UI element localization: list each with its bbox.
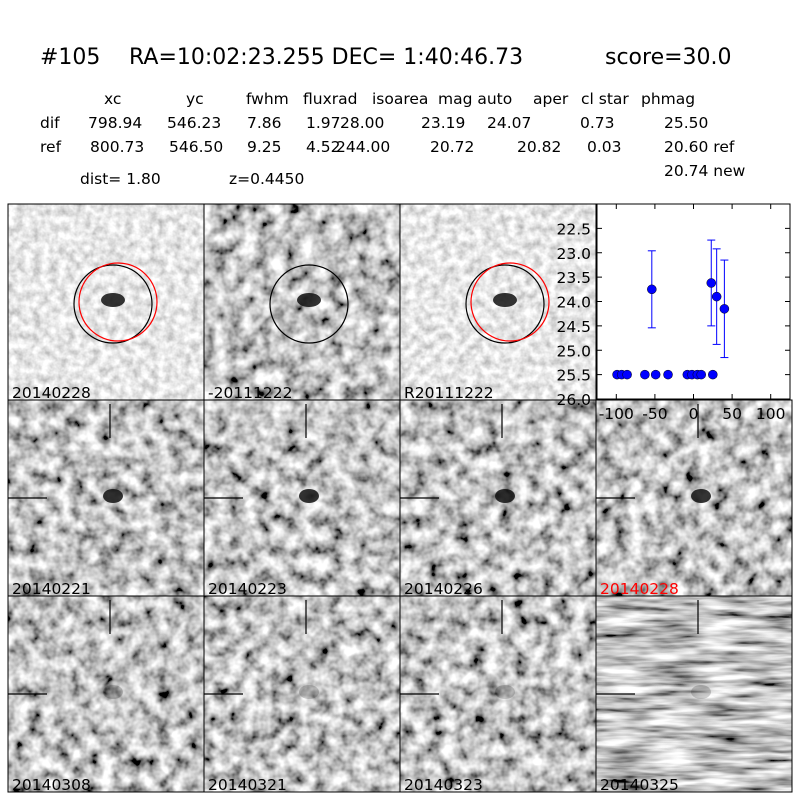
table-cell: 23.19: [421, 114, 465, 132]
source-blob: [691, 685, 711, 699]
point: [640, 369, 650, 380]
point: [719, 304, 730, 314]
x-tick-label: -50: [642, 405, 667, 423]
y-tick-label: 23.5: [556, 269, 591, 287]
aperture: [73, 264, 153, 344]
point: [706, 278, 717, 288]
point: [696, 369, 706, 380]
y-tick-label: 25.0: [556, 342, 591, 360]
column-header: cl star: [581, 90, 629, 108]
panel-label: R20111222: [404, 384, 494, 402]
table-cell: 7.86: [247, 114, 282, 132]
panel-label: 20140223: [208, 580, 287, 598]
table-cell: 0.03: [587, 138, 622, 156]
aperture: [269, 264, 349, 344]
source-blob: [103, 685, 123, 699]
dist: dist= 1.80: [80, 170, 161, 188]
table-cell: 24.07: [487, 114, 531, 132]
point: [647, 284, 657, 295]
table-cell: 9.25: [247, 138, 282, 156]
panel-label: 20140325: [600, 776, 679, 794]
source-blob: [299, 685, 319, 699]
panel-label: -20111222: [208, 384, 293, 402]
y-tick-label: 22.5: [556, 220, 591, 238]
table-cell: 4.52: [306, 138, 341, 156]
panel-label: 20140221: [12, 580, 91, 598]
id: #105: [40, 45, 100, 70]
column-header: yc: [186, 90, 204, 108]
x-tick-label: -100: [599, 405, 634, 423]
point: [622, 369, 632, 380]
source-blob: [691, 489, 711, 503]
point: [650, 369, 661, 380]
panels: 20140228 -20111222 R20111222 20140221 201402…: [7, 203, 793, 794]
table-cell: 244.00: [336, 138, 390, 156]
table-cell: 0.73: [580, 114, 615, 132]
table-cell: 546.23: [167, 114, 221, 132]
aperture: [465, 264, 545, 344]
panel-label: 20140323: [404, 776, 483, 794]
table-cell: 1.97: [306, 114, 341, 132]
point: [708, 369, 718, 380]
panel-label: 20140308: [12, 776, 91, 794]
coords: RA=10:02:23.255 DEC= 1:40:46.73: [129, 45, 523, 70]
column-header: xc: [104, 90, 121, 108]
table-cell: 25.50: [664, 114, 708, 132]
x-tick-label: 0: [689, 405, 699, 423]
column-header: aper: [533, 90, 569, 108]
column-header: phmag: [641, 90, 695, 108]
table-cell: 546.50: [169, 138, 223, 156]
source-blob: [495, 685, 515, 699]
aperture-ref: [470, 262, 550, 342]
score: score=30.0: [605, 45, 732, 70]
phmag-new: 20.74 new: [664, 162, 746, 180]
column-header: isoarea: [372, 90, 428, 108]
y-tick-label: 23.0: [556, 245, 591, 263]
table-cell: 20.82: [517, 138, 561, 156]
y-tick-label: 24.5: [556, 318, 591, 336]
plot-area: [596, 203, 791, 400]
y-tick-label: 25.5: [556, 367, 591, 385]
y-tick-label: 26.0: [556, 391, 591, 409]
column-header: mag auto: [438, 90, 512, 108]
source-blob: [101, 293, 125, 307]
table-cell: 20.60 ref: [664, 138, 735, 156]
aperture-ref: [78, 262, 158, 342]
y-tick-label: 24.0: [556, 294, 591, 312]
table-cell: 798.94: [88, 114, 142, 132]
x-tick-label: 50: [722, 405, 742, 423]
source-blob: [299, 489, 319, 503]
redshift: z=0.4450: [229, 170, 304, 188]
source-blob: [297, 293, 321, 307]
panel-label: 20140228: [12, 384, 91, 402]
source-blob: [495, 489, 515, 503]
table-cell: ref: [40, 138, 62, 156]
source-blob: [493, 293, 517, 307]
table-cell: 28.00: [340, 114, 384, 132]
panel-label: 20140321: [208, 776, 287, 794]
column-header: fwhm: [246, 90, 289, 108]
panel-border: [595, 595, 793, 793]
x-tick-label: 100: [756, 405, 786, 423]
table-cell: dif: [40, 114, 60, 132]
table-cell: 20.72: [430, 138, 474, 156]
table-cell: 800.73: [90, 138, 144, 156]
column-header: fluxrad: [303, 90, 357, 108]
panel-label: 20140228: [600, 580, 679, 598]
source-blob: [103, 489, 123, 503]
point: [663, 369, 673, 380]
panel-label: 20140226: [404, 580, 483, 598]
point: [711, 291, 722, 302]
